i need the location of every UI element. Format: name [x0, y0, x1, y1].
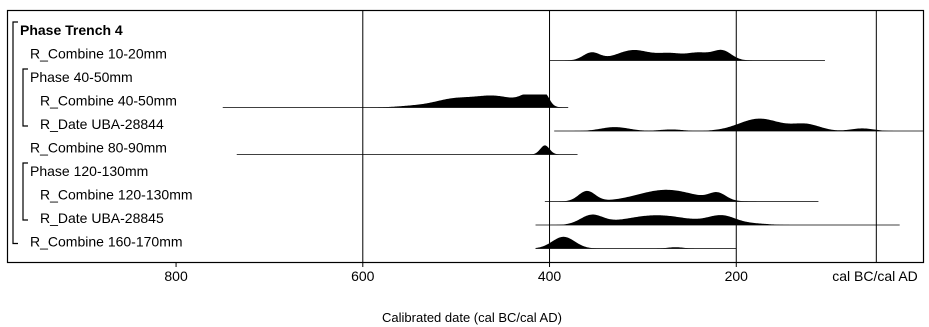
- date-label: R_Combine 120-130mm: [40, 187, 193, 203]
- x-axis-title: Calibrated date (cal BC/cal AD): [382, 310, 562, 325]
- date-label: R_Date UBA-28845: [40, 210, 164, 226]
- phase-bracket: [12, 21, 18, 245]
- phase-bracket: [22, 162, 28, 221]
- date-label: R_Combine 10-20mm: [30, 46, 167, 62]
- probability-distribution: [549, 49, 825, 61]
- probability-distribution: [554, 118, 923, 131]
- phase-bracket: [22, 68, 28, 127]
- date-label: R_Combine 160-170mm: [30, 234, 183, 250]
- x-unit-label: cal BC/cal AD: [832, 268, 918, 284]
- plot-frame: [6, 9, 925, 264]
- phase-label: Phase Trench 4: [20, 22, 123, 38]
- x-tick-label: 400: [538, 268, 562, 284]
- phase-label: Phase 120-130mm: [30, 163, 148, 179]
- phase-label: Phase 40-50mm: [30, 69, 133, 85]
- x-tick-label: 200: [725, 268, 749, 284]
- probability-distribution: [222, 94, 569, 108]
- probability-distribution: [535, 236, 737, 249]
- probability-distribution: [544, 189, 819, 202]
- probability-distribution: [535, 214, 900, 225]
- probability-distribution: [236, 145, 578, 155]
- x-tick-label: 600: [351, 268, 375, 284]
- date-label: R_Date UBA-28844: [40, 116, 164, 132]
- x-tick-label: 800: [164, 268, 188, 284]
- date-label: R_Combine 80-90mm: [30, 140, 167, 156]
- date-label: R_Combine 40-50mm: [40, 93, 177, 109]
